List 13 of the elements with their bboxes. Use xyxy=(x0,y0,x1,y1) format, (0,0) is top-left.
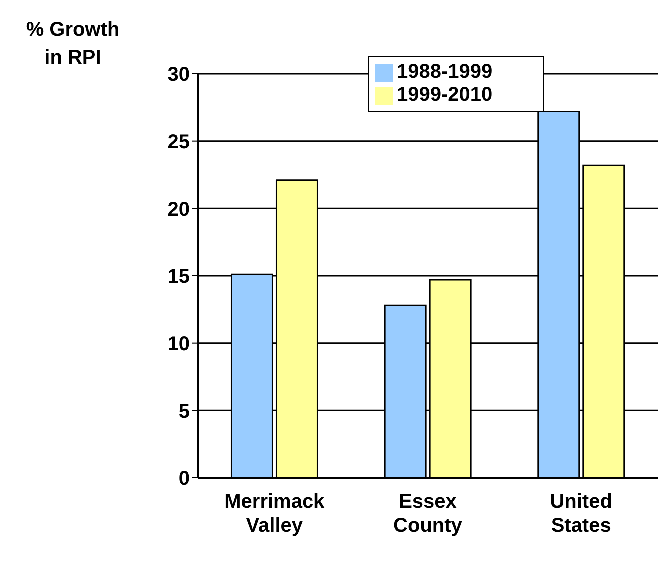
y-tick-label: 5 xyxy=(178,400,190,423)
y-tick-label: 0 xyxy=(178,468,190,490)
legend-label: 1999-2010 xyxy=(397,84,493,106)
y-tick-label: 30 xyxy=(168,64,190,86)
y-tick-label: 15 xyxy=(168,266,190,288)
x-tick-label: Merrimack Valley xyxy=(224,491,326,537)
x-tick-label: United States xyxy=(550,491,612,537)
y-axis-title: % Growth in RPI xyxy=(25,18,121,71)
y-tick-label: 20 xyxy=(168,198,190,221)
y-tick-label: 10 xyxy=(168,333,190,356)
x-tick-label: Essex County xyxy=(394,491,464,537)
legend-label: 1988-1999 xyxy=(397,61,493,83)
y-tick-label: 25 xyxy=(168,131,190,154)
